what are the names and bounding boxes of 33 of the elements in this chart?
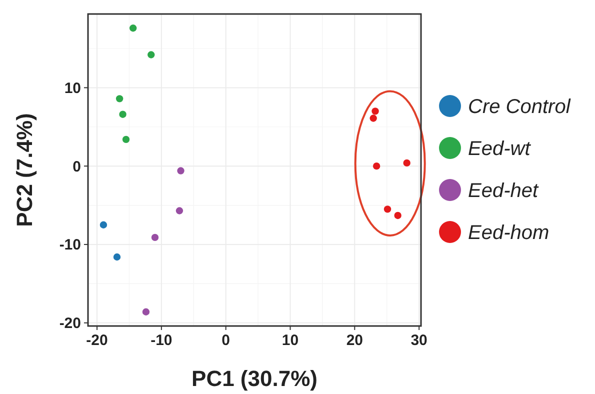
point — [370, 114, 377, 122]
y-tick-label: -20 — [59, 315, 81, 332]
x-tick-label: 20 — [346, 332, 363, 349]
y-tick-label: 0 — [72, 158, 81, 176]
x-axis-title: PC1 (30.7%) — [192, 366, 318, 391]
point — [384, 206, 392, 213]
legend-label: Eed-hom — [468, 222, 550, 244]
point — [151, 234, 159, 242]
point — [100, 221, 108, 228]
x-tick-label: -20 — [86, 332, 108, 349]
point — [116, 95, 124, 102]
point — [372, 162, 380, 170]
point — [394, 212, 402, 220]
y-tick-label: 10 — [64, 80, 81, 97]
x-tick-label: 30 — [410, 332, 428, 349]
point — [129, 24, 137, 32]
point — [403, 159, 410, 167]
point — [122, 136, 130, 144]
legend-label: Eed-het — [468, 180, 540, 202]
y-tick-label: -10 — [59, 236, 81, 254]
legend-label: Eed-wt — [468, 138, 532, 160]
point — [372, 108, 379, 115]
point — [113, 253, 121, 261]
legend-label: Cre Control — [468, 96, 571, 118]
y-axis-title: PC2 (7.4%) — [12, 113, 37, 227]
x-tick-label: 0 — [222, 332, 230, 349]
point — [176, 207, 184, 214]
point — [177, 167, 184, 174]
point — [142, 308, 150, 316]
x-tick-label: 10 — [282, 332, 299, 349]
point — [119, 110, 126, 118]
x-tick-label: -10 — [150, 332, 172, 349]
point — [148, 51, 155, 58]
